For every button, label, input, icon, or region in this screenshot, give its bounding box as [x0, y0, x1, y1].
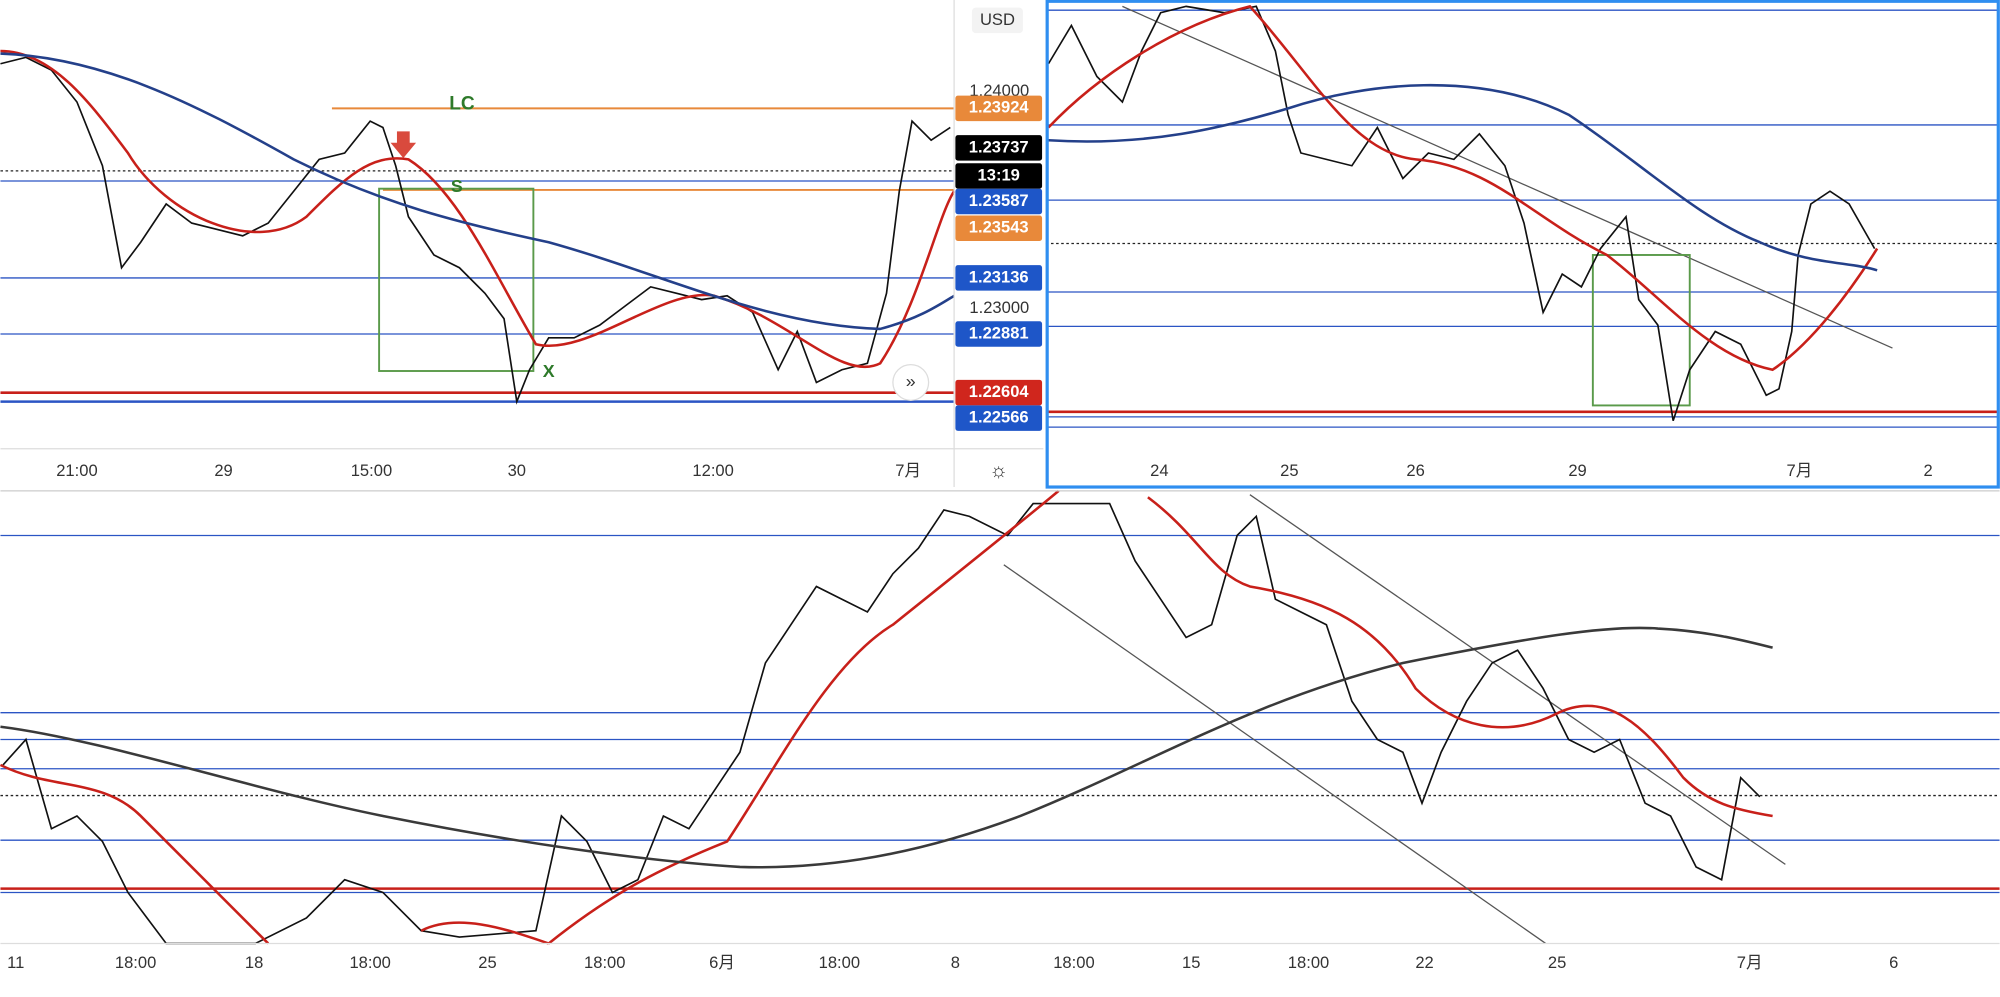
time-label: 21:00	[56, 461, 97, 480]
time-label: 18:00	[349, 953, 390, 972]
time-label: 11	[7, 953, 24, 972]
annotation: S	[451, 176, 463, 196]
price-label: 1.23136	[969, 267, 1029, 286]
currency-box[interactable]	[971, 7, 1023, 34]
ma-slow	[0, 52, 955, 331]
price-label-box	[955, 321, 1043, 347]
active-border	[1045, 0, 2000, 489]
price-label-box	[955, 135, 1043, 161]
zone-box	[1591, 254, 1691, 407]
time-label: 24	[1150, 461, 1168, 480]
time-label: 22	[1415, 953, 1433, 972]
settings-icon[interactable]: ☼	[989, 460, 1008, 482]
price-tick: 1.23000	[969, 298, 1029, 317]
price-tick: 1.24000	[969, 81, 1029, 100]
panel-left: LC S X » USD ☼	[0, 0, 1044, 488]
time-label: 7月	[895, 461, 921, 480]
panel-bottom	[0, 489, 2000, 945]
price-label: 13:19	[978, 165, 1020, 184]
scroll-icon[interactable]: »	[906, 371, 916, 391]
price-label: 1.23924	[969, 98, 1030, 117]
price-label: 1.23737	[969, 137, 1029, 156]
ma-long	[0, 626, 1773, 869]
scroll-button[interactable]	[892, 363, 930, 401]
price	[2, 502, 1761, 945]
time-label: 26	[1406, 461, 1424, 480]
time-label: 15:00	[351, 461, 392, 480]
price	[0, 56, 951, 405]
time-label: 12:00	[692, 461, 733, 480]
time-label: 18	[245, 953, 263, 972]
zone-box	[378, 187, 535, 372]
time-label: 7月	[1786, 461, 1812, 480]
time-label: 2	[1924, 461, 1933, 480]
time-label: 7月	[1737, 953, 1763, 972]
ma-fast	[1047, 4, 1879, 372]
price-label-box	[955, 95, 1043, 122]
time-label: 25	[1280, 461, 1298, 480]
currency: USD	[980, 10, 1015, 29]
time-label: 18:00	[115, 953, 156, 972]
price-label: 1.23543	[969, 218, 1029, 237]
price-label: 1.22604	[969, 382, 1030, 401]
time-label: 6	[1889, 953, 1898, 972]
ma-fast	[0, 49, 956, 369]
ma-slow	[1048, 83, 1878, 272]
sell-arrow	[390, 131, 417, 159]
annotation: LC	[449, 94, 475, 115]
price-label-box	[955, 265, 1043, 291]
time-label: 25	[1548, 953, 1566, 972]
trend-line	[1003, 564, 1547, 944]
ma-fast	[0, 489, 1773, 945]
price-label: 1.22881	[969, 323, 1029, 342]
price	[1047, 5, 1876, 421]
time-label: 30	[508, 461, 526, 480]
price-label-box	[955, 215, 1043, 241]
time-label: 25	[478, 953, 496, 972]
panel-right	[1045, 0, 2000, 489]
price-label-box	[955, 379, 1043, 406]
time-label: 18:00	[1288, 953, 1329, 972]
annotation: X	[543, 361, 555, 381]
time-label: 6月	[709, 953, 735, 972]
time-label: 8	[951, 953, 960, 972]
price-label: 1.22566	[969, 408, 1029, 427]
time-label: 18:00	[1053, 953, 1094, 972]
price-label-box	[955, 163, 1043, 189]
price-label: 1.23587	[969, 191, 1029, 210]
trend-line	[1122, 5, 1893, 349]
time-label: 15	[1182, 953, 1200, 972]
time-label: 29	[214, 461, 232, 480]
price-label-box	[955, 188, 1043, 215]
time-label: 18:00	[819, 953, 860, 972]
time-label: 18:00	[584, 953, 625, 972]
price-label-box	[955, 405, 1043, 431]
trend-line	[1249, 494, 1786, 865]
time-label: 29	[1568, 461, 1586, 480]
